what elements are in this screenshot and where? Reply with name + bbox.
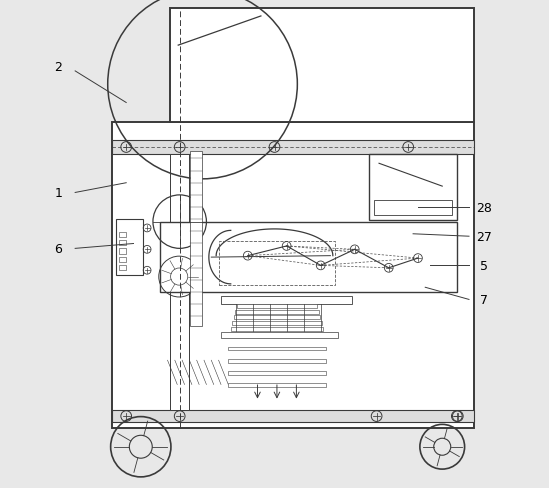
- Bar: [228, 371, 326, 375]
- Bar: [237, 304, 317, 308]
- Bar: [234, 316, 320, 320]
- Bar: [111, 122, 474, 428]
- Bar: [219, 242, 335, 285]
- Text: 6: 6: [54, 243, 62, 255]
- Bar: [116, 220, 143, 276]
- Bar: [111, 141, 474, 154]
- Bar: [221, 332, 338, 339]
- Bar: [111, 410, 474, 423]
- Bar: [170, 9, 474, 122]
- Text: 28: 28: [475, 201, 491, 214]
- Bar: [228, 347, 326, 351]
- Text: 2: 2: [54, 61, 62, 73]
- Text: 1: 1: [54, 186, 62, 200]
- Bar: [160, 222, 457, 292]
- Bar: [170, 154, 189, 410]
- Bar: [119, 232, 126, 238]
- Bar: [232, 322, 322, 325]
- Bar: [231, 327, 323, 331]
- Bar: [119, 241, 126, 246]
- Bar: [369, 154, 457, 221]
- Bar: [119, 265, 126, 271]
- Bar: [119, 257, 126, 263]
- Bar: [221, 296, 352, 305]
- Bar: [119, 249, 126, 254]
- Text: 5: 5: [480, 259, 488, 272]
- Text: 7: 7: [480, 293, 488, 306]
- Bar: [191, 152, 201, 326]
- Bar: [374, 201, 452, 216]
- Bar: [235, 310, 319, 314]
- Bar: [228, 359, 326, 363]
- Text: 27: 27: [475, 230, 491, 243]
- Bar: [228, 383, 326, 387]
